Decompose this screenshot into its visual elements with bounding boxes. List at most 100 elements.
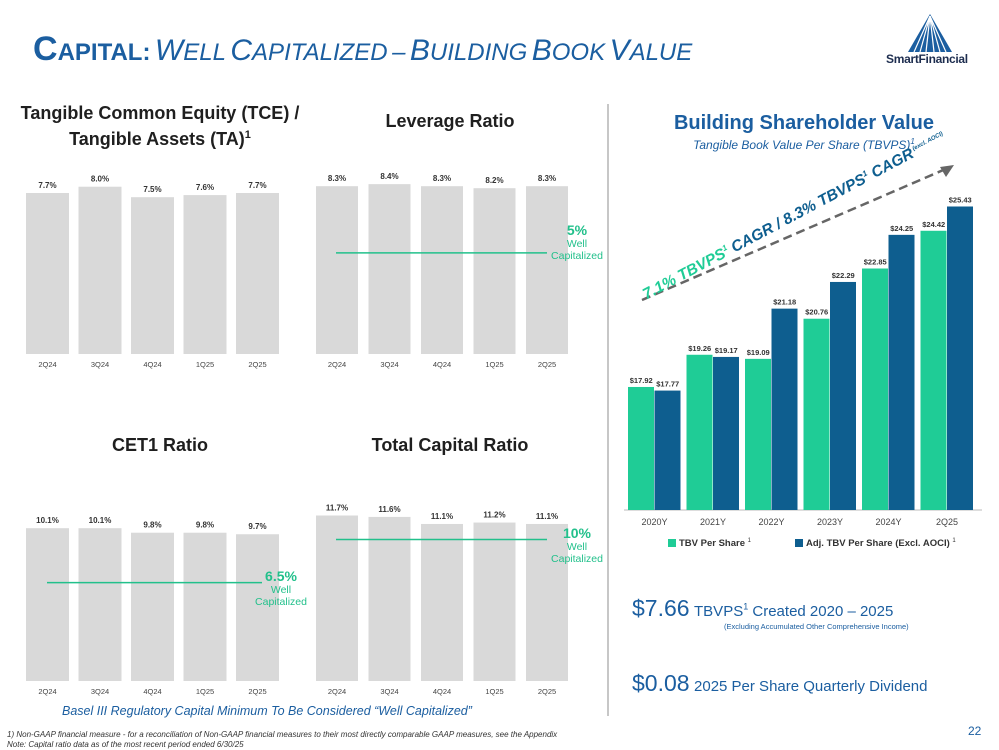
cet1-bar	[236, 534, 279, 681]
tbvps-tick-label: 2023Y	[817, 517, 843, 527]
total-bar	[473, 522, 516, 681]
total-bar	[526, 523, 568, 681]
company-logo-icon	[908, 14, 952, 53]
leverage-threshold-label: 5% Well Capitalized	[551, 222, 603, 262]
leverage-bar	[526, 186, 568, 354]
leverage-tick-label: 1Q25	[485, 360, 503, 369]
tbv-data-label: $19.26	[688, 344, 711, 353]
cet1-bar	[131, 532, 174, 681]
tce-chart: 7.7% 2Q24 8.0% 3Q24 7.5% 4Q24 7.6% 1Q25 7.7% 2Q25	[26, 175, 279, 369]
leverage-data-label: 8.3%	[538, 174, 556, 183]
total-bar	[368, 516, 411, 681]
cet1-tick-label: 2Q25	[248, 687, 266, 696]
company-logo-text: SmartFinancial	[886, 52, 968, 66]
tbvps-tick-label: 2020Y	[641, 517, 667, 527]
total-capital-chart: 11.7% 2Q24 11.6% 3Q24 11.1% 4Q24 11.2% 1Q25 11.1…	[316, 503, 568, 696]
tbvps-created-stat: $7.66 TBVPS1 Created 2020 – 2025	[632, 595, 894, 621]
tbvps-tick-label: 2022Y	[758, 517, 784, 527]
tce-tick-label: 3Q24	[91, 360, 109, 369]
leverage-chart: 8.3% 2Q24 8.4% 3Q24 8.3% 4Q24 8.2% 1Q25 8.3% 2Q25	[316, 172, 568, 369]
tbvps-tick-label: 2Q25	[936, 517, 958, 527]
adj-tbv-data-label: $17.77	[656, 380, 679, 389]
legend-item-adj: Adj. TBV Per Share (Excl. AOCI) 1	[795, 538, 956, 549]
tbv-data-label: $22.85	[864, 258, 887, 267]
tce-bar	[26, 193, 69, 354]
total-bar	[421, 523, 463, 681]
cet1-tick-label: 3Q24	[91, 687, 109, 696]
adj-tbv-bar	[654, 390, 681, 510]
tbv-data-label: $19.09	[747, 348, 770, 357]
leverage-data-label: 8.3%	[433, 174, 451, 183]
total-tick-label: 4Q24	[433, 687, 451, 696]
leverage-bar	[473, 188, 516, 354]
tce-bar	[78, 186, 122, 354]
leverage-bar	[421, 186, 463, 354]
adj-tbv-bar	[888, 234, 915, 510]
leverage-chart-title: Leverage Ratio	[385, 111, 515, 131]
leverage-data-label: 8.3%	[328, 174, 346, 183]
adj-tbv-bar	[771, 308, 798, 510]
tce-bar	[183, 195, 227, 354]
tbv-data-label: $24.42	[922, 220, 945, 229]
page-title: CAPITAL: WELL CAPITALIZED – BUILDING BOO…	[33, 30, 693, 68]
tbvps-created-note: (Excluding Accumulated Other Comprehensi…	[724, 622, 909, 631]
tce-bar	[131, 197, 174, 354]
tbvps-chart-subtitle: Tangible Book Value Per Share (TBVPS)1	[693, 137, 915, 152]
total-data-label: 11.1%	[431, 512, 453, 521]
cet1-bar	[26, 528, 69, 681]
total-data-label: 11.7%	[326, 503, 348, 512]
leverage-bar	[368, 184, 411, 354]
tbv-data-label: $20.76	[805, 308, 828, 317]
tce-tick-label: 4Q24	[143, 360, 161, 369]
tbvps-tick-label: 2021Y	[700, 517, 726, 527]
total-tick-label: 3Q24	[380, 687, 398, 696]
total-tick-label: 2Q24	[328, 687, 346, 696]
leverage-data-label: 8.4%	[380, 172, 398, 181]
leverage-bar	[316, 186, 358, 354]
adj-tbv-data-label: $24.25	[890, 224, 913, 233]
legend-swatch-tbv	[668, 539, 676, 548]
legend-item-tbv: TBV Per Share 1	[668, 538, 751, 549]
total-capital-threshold-label: 10% Well Capitalized	[551, 525, 603, 565]
leverage-tick-label: 4Q24	[433, 360, 451, 369]
total-data-label: 11.2%	[483, 511, 505, 520]
legend-swatch-adj	[795, 539, 803, 548]
total-tick-label: 2Q25	[538, 687, 556, 696]
tbv-bar	[745, 358, 771, 510]
cet1-tick-label: 4Q24	[143, 687, 161, 696]
dividend-stat: $0.08 2025 Per Share Quarterly Dividend	[632, 670, 928, 696]
section-divider	[607, 104, 609, 716]
tce-tick-label: 2Q25	[248, 360, 266, 369]
tbv-data-label: $17.92	[630, 376, 653, 385]
cet1-data-label: 9.8%	[143, 521, 161, 530]
tce-data-label: 7.5%	[143, 185, 161, 194]
basel-note: Basel III Regulatory Capital Minimum To …	[62, 704, 472, 718]
cet1-tick-label: 2Q24	[38, 687, 56, 696]
adj-tbv-data-label: $19.17	[715, 346, 738, 355]
cet1-data-label: 9.7%	[248, 522, 266, 531]
tbvps-chart: $17.92 $17.77 2020Y $19.26 $19.17 2021Y $19.09…	[624, 165, 982, 527]
cet1-bar	[183, 532, 227, 681]
cet1-chart: 10.1% 2Q24 10.1% 3Q24 9.8% 4Q24 9.8% 1Q25 9.7% 2Q…	[26, 516, 279, 696]
cet1-threshold-label: 6.5% Well Capitalized	[255, 568, 307, 608]
leverage-data-label: 8.2%	[485, 176, 503, 185]
cet1-data-label: 9.8%	[196, 521, 214, 530]
tbvps-chart-title: Building Shareholder Value	[673, 112, 935, 134]
total-data-label: 11.6%	[378, 505, 400, 514]
cet1-data-label: 10.1%	[36, 516, 59, 525]
tbv-bar	[920, 230, 947, 510]
tbv-bar	[628, 386, 654, 510]
tce-tick-label: 1Q25	[196, 360, 214, 369]
tce-chart-title: Tangible Common Equity (TCE) / Tangible A…	[20, 103, 300, 149]
adj-tbv-data-label: $22.29	[832, 271, 855, 280]
cagr-arrow-icon	[940, 165, 954, 177]
tce-data-label: 8.0%	[91, 175, 109, 184]
adj-tbv-bar	[713, 356, 739, 510]
footnote-1: 1) Non-GAAP financial measure - for a re…	[7, 730, 558, 739]
tce-bar	[236, 193, 279, 354]
tbv-bar	[862, 268, 888, 510]
total-data-label: 11.1%	[536, 512, 558, 521]
adj-tbv-bar	[830, 281, 856, 510]
total-capital-chart-title: Total Capital Ratio	[371, 435, 529, 455]
cet1-bar	[78, 528, 122, 681]
